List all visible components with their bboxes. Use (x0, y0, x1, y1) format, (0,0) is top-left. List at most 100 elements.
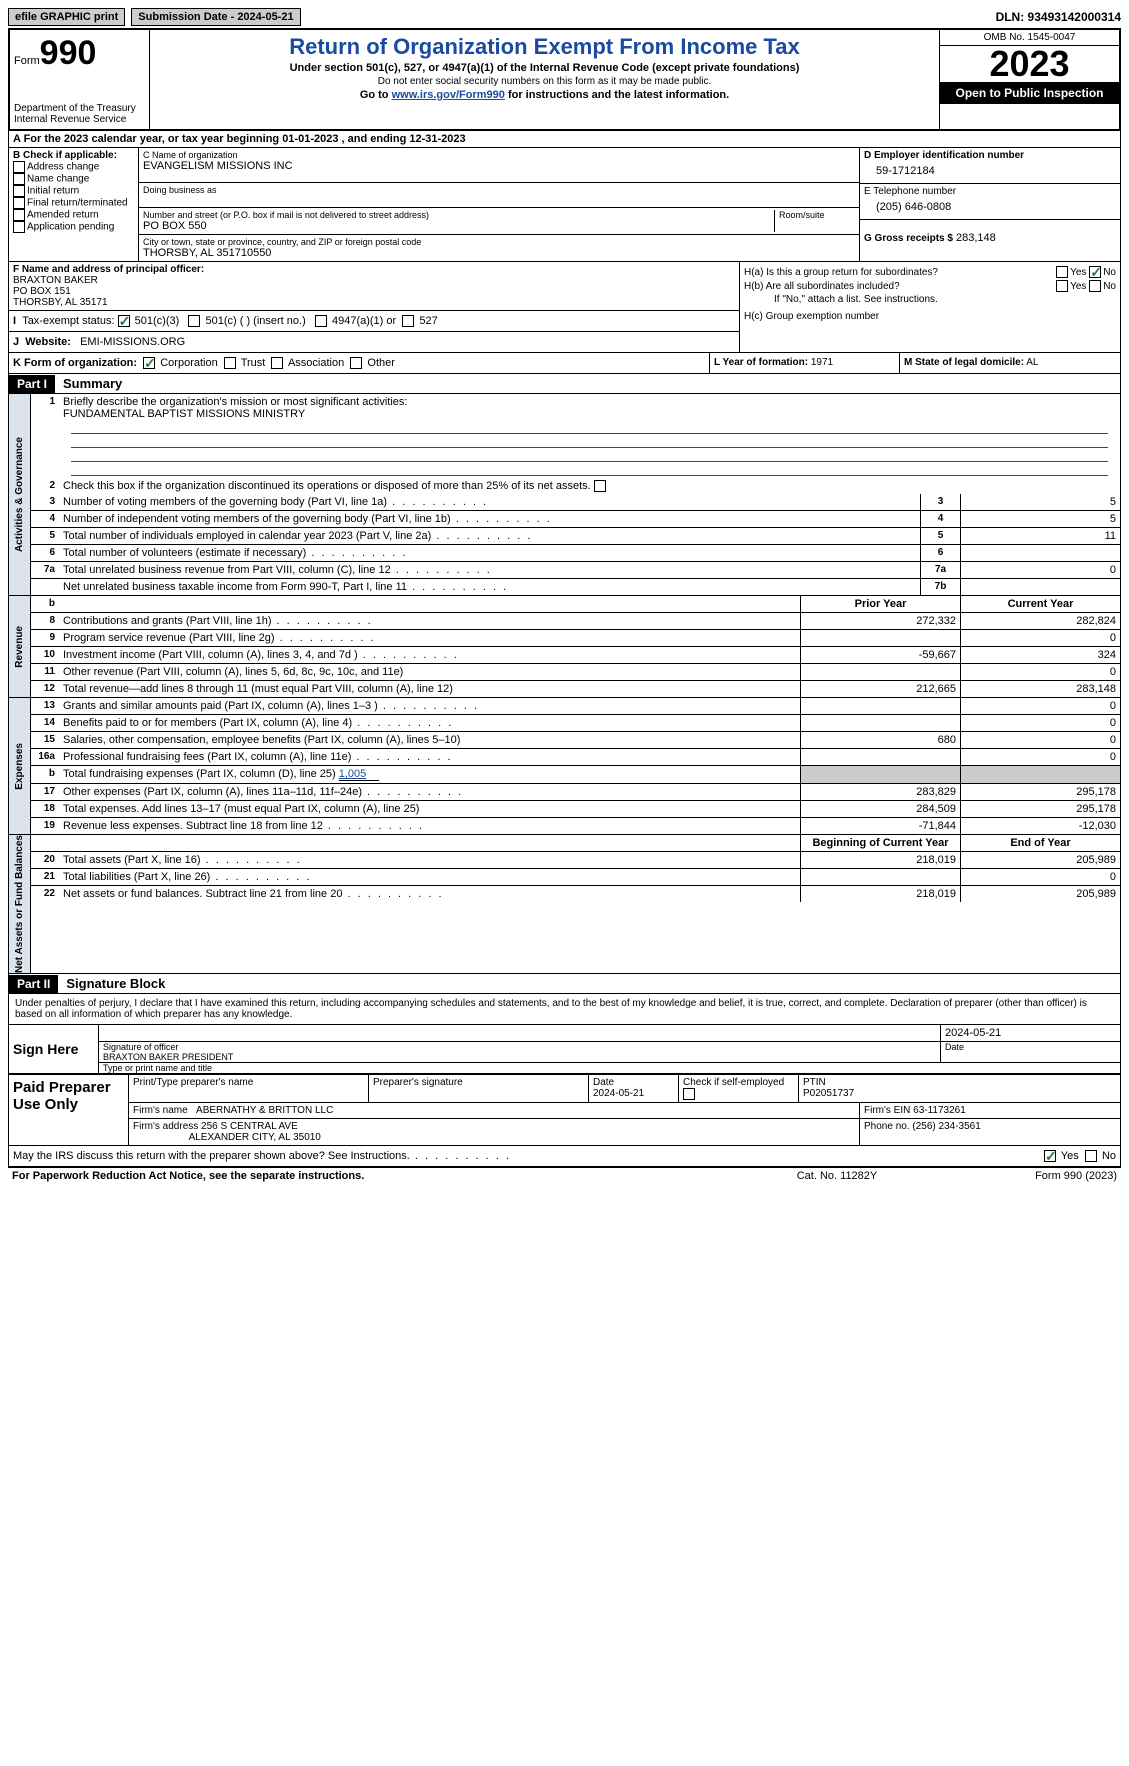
ein-lbl: Firm's EIN (864, 1105, 910, 1116)
chk-discontinued[interactable] (594, 480, 606, 492)
form-label: Form (14, 55, 40, 67)
chk-501c[interactable] (188, 315, 200, 327)
phone: (205) 646-0808 (864, 197, 1116, 217)
box-f: F Name and address of principal officer:… (9, 262, 739, 311)
officer-sign: BRAXTON BAKER PRESIDENT (103, 1052, 233, 1062)
b20: 218,019 (800, 852, 960, 868)
lbl-amended: Amended return (27, 210, 99, 221)
p9 (800, 630, 960, 646)
hdr-current: Current Year (960, 596, 1120, 612)
form-title: Return of Organization Exempt From Incom… (156, 34, 933, 60)
p16a (800, 749, 960, 765)
k-label: K Form of organization: (13, 357, 137, 369)
l14-text: Benefits paid to or for members (Part IX… (59, 715, 800, 731)
org-city: THORSBY, AL 351710550 (143, 247, 855, 259)
n3: 3 (31, 494, 59, 510)
l16b-text: Total fundraising expenses (Part IX, col… (59, 766, 800, 783)
p18: 284,509 (800, 801, 960, 817)
firm-ein: 63-1173261 (913, 1105, 966, 1116)
footer-mid: Cat. No. 11282Y (737, 1170, 937, 1182)
c12: 283,148 (960, 681, 1120, 697)
hdr-end: End of Year (960, 835, 1120, 851)
chk-ha-yes[interactable] (1056, 266, 1068, 278)
lbl-tax-status: I (13, 315, 16, 327)
org-name: EVANGELISM MISSIONS INC (143, 160, 855, 172)
chk-hb-yes[interactable] (1056, 280, 1068, 292)
entity-block: B Check if applicable: Address change Na… (8, 148, 1121, 262)
form-number: 990 (40, 34, 97, 72)
lbl-no: No (1103, 267, 1116, 278)
dln: DLN: 93493142000314 (996, 10, 1121, 24)
l19-text: Revenue less expenses. Subtract line 18 … (59, 818, 800, 834)
hdr-prior: Prior Year (800, 596, 960, 612)
lbl-assoc: Association (288, 357, 344, 369)
prep-h3: Date (593, 1077, 614, 1088)
lbl-officer: F Name and address of principal officer: (13, 264, 735, 275)
lbl-gross: G Gross receipts $ (864, 233, 953, 244)
date-lbl: Date (940, 1042, 1120, 1062)
n5: 5 (31, 528, 59, 544)
section-expenses: Expenses 13Grants and similar amounts pa… (8, 698, 1121, 835)
l4-text: Number of independent voting members of … (59, 511, 920, 527)
chk-527[interactable] (402, 315, 414, 327)
chk-discuss-no[interactable] (1085, 1150, 1097, 1162)
firm-lbl: Firm's name (133, 1105, 188, 1116)
n12: 12 (31, 681, 59, 697)
l15-text: Salaries, other compensation, employee b… (59, 732, 800, 748)
chk-corp[interactable] (143, 357, 155, 369)
n18: 18 (31, 801, 59, 817)
instructions-link[interactable]: www.irs.gov/Form990 (392, 89, 505, 101)
chk-hb-no[interactable] (1089, 280, 1101, 292)
lbl-4947: 4947(a)(1) or (332, 315, 396, 327)
lbl-name-change: Name change (27, 174, 89, 185)
b4: 4 (920, 511, 960, 527)
chk-address-change[interactable] (13, 161, 25, 173)
p13 (800, 698, 960, 714)
print-button[interactable]: efile GRAPHIC print (8, 8, 125, 26)
vlabel-gov-text: Activities & Governance (14, 437, 25, 552)
chk-4947[interactable] (315, 315, 327, 327)
lbl-other: Other (367, 357, 395, 369)
box-h: H(a) Is this a group return for subordin… (740, 262, 1120, 352)
chk-amended[interactable] (13, 209, 25, 221)
chk-ha-no[interactable] (1089, 266, 1101, 278)
chk-final[interactable] (13, 197, 25, 209)
p17: 283,829 (800, 784, 960, 800)
chk-assoc[interactable] (271, 357, 283, 369)
prep-date: 2024-05-21 (593, 1088, 644, 1099)
n1: 1 (31, 394, 59, 478)
preparer-title: Paid Preparer Use Only (9, 1075, 129, 1145)
firm-name: ABERNATHY & BRITTON LLC (196, 1105, 333, 1116)
nb: b (31, 596, 59, 612)
p12: 212,665 (800, 681, 960, 697)
n8: 8 (31, 613, 59, 629)
chk-initial[interactable] (13, 185, 25, 197)
fghj-block: F Name and address of principal officer:… (8, 262, 1121, 353)
line-a: A For the 2023 calendar year, or tax yea… (8, 131, 1121, 148)
e20: 205,989 (960, 852, 1120, 868)
chk-trust[interactable] (224, 357, 236, 369)
chk-501c3[interactable] (118, 315, 130, 327)
officer-addr: PO BOX 151 (13, 286, 735, 297)
chk-discuss-yes[interactable] (1044, 1150, 1056, 1162)
sign-here-label: Sign Here (9, 1025, 99, 1073)
box-k: K Form of organization: Corporation Trus… (9, 353, 710, 373)
section-governance: Activities & Governance 1 Briefly descri… (8, 394, 1121, 596)
l1-label: Briefly describe the organization's miss… (63, 396, 407, 408)
lbl-address-change: Address change (27, 162, 99, 173)
c13: 0 (960, 698, 1120, 714)
chk-pending[interactable] (13, 221, 25, 233)
firm-phone: (256) 234-3561 (912, 1121, 980, 1132)
lbl-corp: Corporation (160, 357, 217, 369)
part1-bar: Part I Summary (8, 374, 1121, 394)
n21: 21 (31, 869, 59, 885)
chk-other[interactable] (350, 357, 362, 369)
hc-text: H(c) Group exemption number (744, 311, 1116, 322)
chk-self-employed[interactable] (683, 1088, 695, 1100)
l-label: L Year of formation: (714, 357, 808, 368)
prep-h2: Preparer's signature (373, 1077, 463, 1088)
b7a: 7a (920, 562, 960, 578)
v7a: 0 (960, 562, 1120, 578)
chk-name-change[interactable] (13, 173, 25, 185)
vlabel-rev: Revenue (9, 596, 31, 697)
